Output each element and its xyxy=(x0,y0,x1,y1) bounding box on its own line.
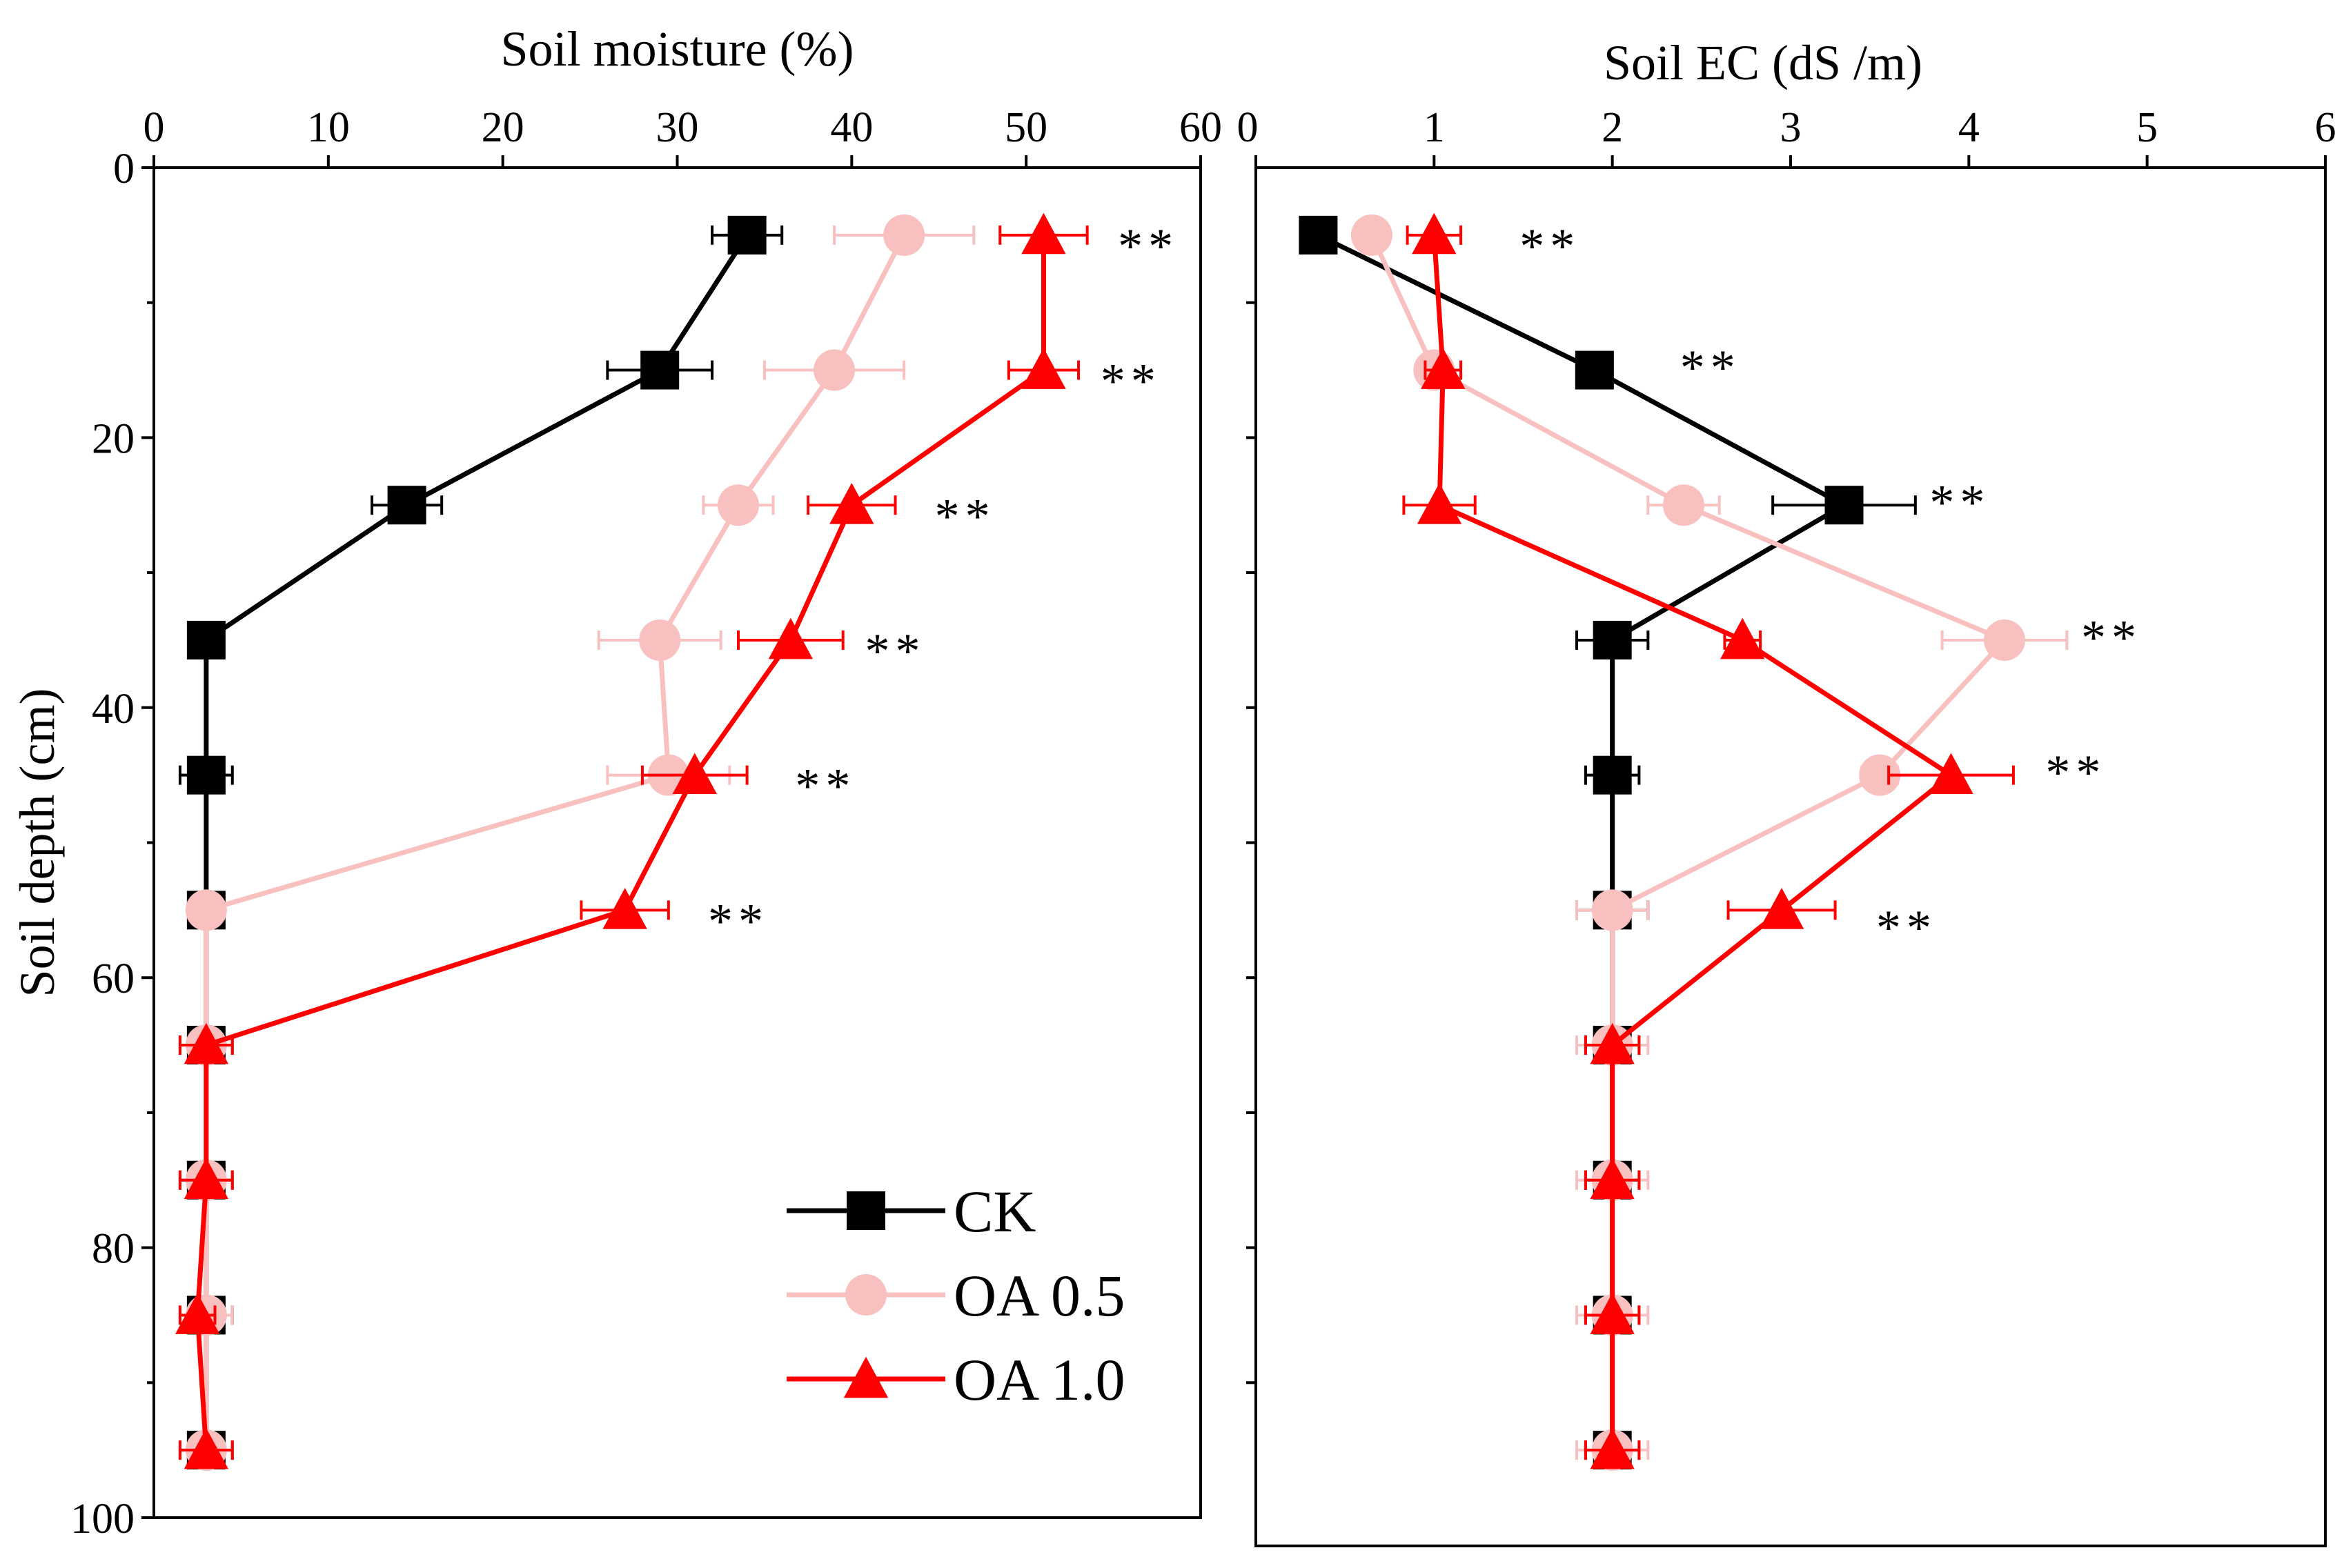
series-line xyxy=(1431,235,1953,1451)
data-point-triangle xyxy=(1590,1158,1635,1200)
legend-label: OA 0.5 xyxy=(954,1262,1125,1329)
y-axis-label: Soil depth (cm) xyxy=(10,688,65,998)
data-point-triangle xyxy=(672,753,717,795)
data-point-triangle xyxy=(1412,212,1457,255)
x-tick-label: 0 xyxy=(144,104,165,151)
x-tick-label: 60 xyxy=(1179,104,1222,151)
data-point-triangle xyxy=(175,1293,220,1334)
significance-label: ** xyxy=(708,893,769,949)
data-point-triangle xyxy=(1590,1022,1635,1064)
series-line xyxy=(204,234,907,1451)
series-line xyxy=(195,235,1046,1451)
significance-label: ** xyxy=(935,488,996,544)
series-oa-1-0 xyxy=(175,212,1089,1469)
data-point-triangle xyxy=(1421,348,1466,389)
legend-label: OA 1.0 xyxy=(954,1347,1125,1413)
x-tick-label: 1 xyxy=(1424,104,1445,151)
series-oa-0-5 xyxy=(1350,214,2069,1471)
data-point-triangle xyxy=(1021,348,1066,389)
data-point-square xyxy=(1593,620,1632,659)
data-point-circle xyxy=(185,889,227,931)
y-tick-label: 80 xyxy=(92,1226,135,1273)
data-point-triangle xyxy=(768,617,814,659)
x-tick-label: 6 xyxy=(2315,104,2336,151)
significance-label: ** xyxy=(2081,610,2142,665)
significance-label: ** xyxy=(1929,475,1990,530)
x-axis-label: Soil EC (dS /m) xyxy=(1604,35,1922,90)
significance-label: ** xyxy=(1101,354,1161,409)
data-point-triangle xyxy=(602,888,647,929)
data-point-square xyxy=(1824,486,1864,525)
data-point-circle xyxy=(639,619,681,661)
data-point-triangle xyxy=(184,1427,229,1469)
data-point-circle xyxy=(1591,889,1633,931)
data-point-circle xyxy=(814,349,856,391)
y-tick-label: 100 xyxy=(70,1496,135,1542)
significance-label: ** xyxy=(1680,340,1741,395)
y-tick-label: 60 xyxy=(92,955,135,1002)
data-point-square xyxy=(1593,755,1632,795)
legend-label: CK xyxy=(954,1178,1036,1244)
x-tick-label: 5 xyxy=(2136,104,2158,151)
x-tick-label: 3 xyxy=(1780,104,1802,151)
x-tick-label: 50 xyxy=(1005,104,1047,151)
data-point-triangle xyxy=(1417,483,1462,524)
significance-label: ** xyxy=(1876,900,1937,955)
data-point-square xyxy=(727,215,767,255)
data-point-square xyxy=(186,755,226,795)
data-point-circle xyxy=(1350,214,1392,256)
x-tick-label: 0 xyxy=(1237,104,1259,151)
data-point-circle xyxy=(1859,754,1901,796)
legend-marker xyxy=(847,1191,885,1230)
y-tick-label: 0 xyxy=(113,146,135,192)
data-point-triangle xyxy=(1929,753,1973,795)
series-line xyxy=(1317,232,1846,1451)
significance-label: ** xyxy=(795,759,856,814)
legend-marker xyxy=(845,1274,887,1316)
x-tick-label: 30 xyxy=(656,104,699,151)
data-point-triangle xyxy=(1590,1427,1635,1469)
legend-item: OA 1.0 xyxy=(787,1347,1125,1413)
series-line xyxy=(204,233,749,1451)
data-point-triangle xyxy=(1021,212,1066,255)
data-point-triangle xyxy=(1590,1293,1635,1334)
series-line xyxy=(1369,234,2007,1451)
x-axis-label: Soil moisture (%) xyxy=(501,21,854,77)
legend-item: OA 0.5 xyxy=(787,1262,1125,1329)
data-point-circle xyxy=(717,484,759,526)
x-tick-label: 40 xyxy=(830,104,873,151)
soil-ec-panel: 0 1 2 3 4 5 6 Soil EC (dS /m) ** ** ** ** ** ** xyxy=(1237,35,2336,1547)
significance-label: ** xyxy=(865,624,926,679)
data-point-triangle xyxy=(829,483,874,524)
data-point-triangle xyxy=(184,1022,229,1064)
data-point-square xyxy=(186,620,226,659)
data-point-square xyxy=(387,486,426,525)
data-point-square xyxy=(1575,350,1614,390)
significance-label: ** xyxy=(1118,219,1179,274)
data-point-circle xyxy=(883,214,925,256)
data-point-square xyxy=(1299,215,1338,255)
y-tick-label: 20 xyxy=(92,415,135,462)
significance-label: ** xyxy=(1519,219,1580,274)
y-tick-label: 40 xyxy=(92,686,135,733)
series-ck xyxy=(178,215,784,1470)
significance-label: ** xyxy=(2045,745,2106,800)
data-point-circle xyxy=(1984,619,2025,661)
legend: CK OA 0.5 OA 1.0 xyxy=(787,1178,1125,1413)
x-tick-label: 4 xyxy=(1958,104,1980,151)
legend-marker xyxy=(843,1356,889,1398)
soil-moisture-panel: 0 10 20 30 40 50 60 0 20 40 60 80 100 Soil moisture (… xyxy=(10,21,1222,1542)
data-point-triangle xyxy=(184,1158,229,1200)
data-point-circle xyxy=(1663,484,1704,526)
series-ck xyxy=(1299,215,1917,1470)
legend-item: CK xyxy=(787,1178,1036,1244)
data-point-triangle xyxy=(1759,888,1804,929)
data-point-triangle xyxy=(1720,617,1765,659)
x-tick-label: 20 xyxy=(482,104,524,151)
data-point-square xyxy=(640,350,680,390)
x-tick-label: 10 xyxy=(307,104,350,151)
series-oa-1-0 xyxy=(1402,212,2015,1469)
x-tick-label: 2 xyxy=(1602,104,1623,151)
